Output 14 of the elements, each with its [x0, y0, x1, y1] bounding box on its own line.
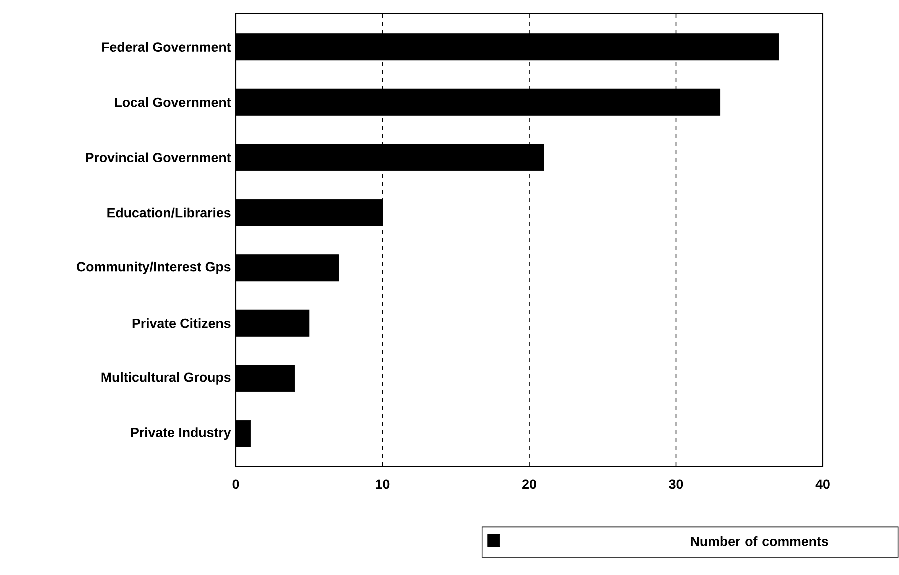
y-tick-label: Private Citizens [132, 318, 231, 328]
x-tick-label: 10 [376, 480, 390, 490]
y-tick-label: Private Industry [131, 428, 232, 440]
y-tick-label: Federal Government [102, 42, 232, 52]
y-tick-label: Provincial Government [86, 152, 232, 163]
x-tick-label: 40 [816, 480, 830, 490]
y-tick-label: Multicultural Groups [102, 372, 231, 385]
x-tick-label: 30 [669, 480, 684, 490]
x-tick-label: 20 [522, 480, 536, 490]
y-tick-label: Community/Interest Gps [76, 262, 231, 274]
y-tick-label: Local Government [115, 98, 232, 108]
x-tick-label: 0 [232, 480, 240, 490]
text: Number of comments [691, 536, 828, 546]
y-tick-label: Education/Libraries [108, 208, 231, 218]
